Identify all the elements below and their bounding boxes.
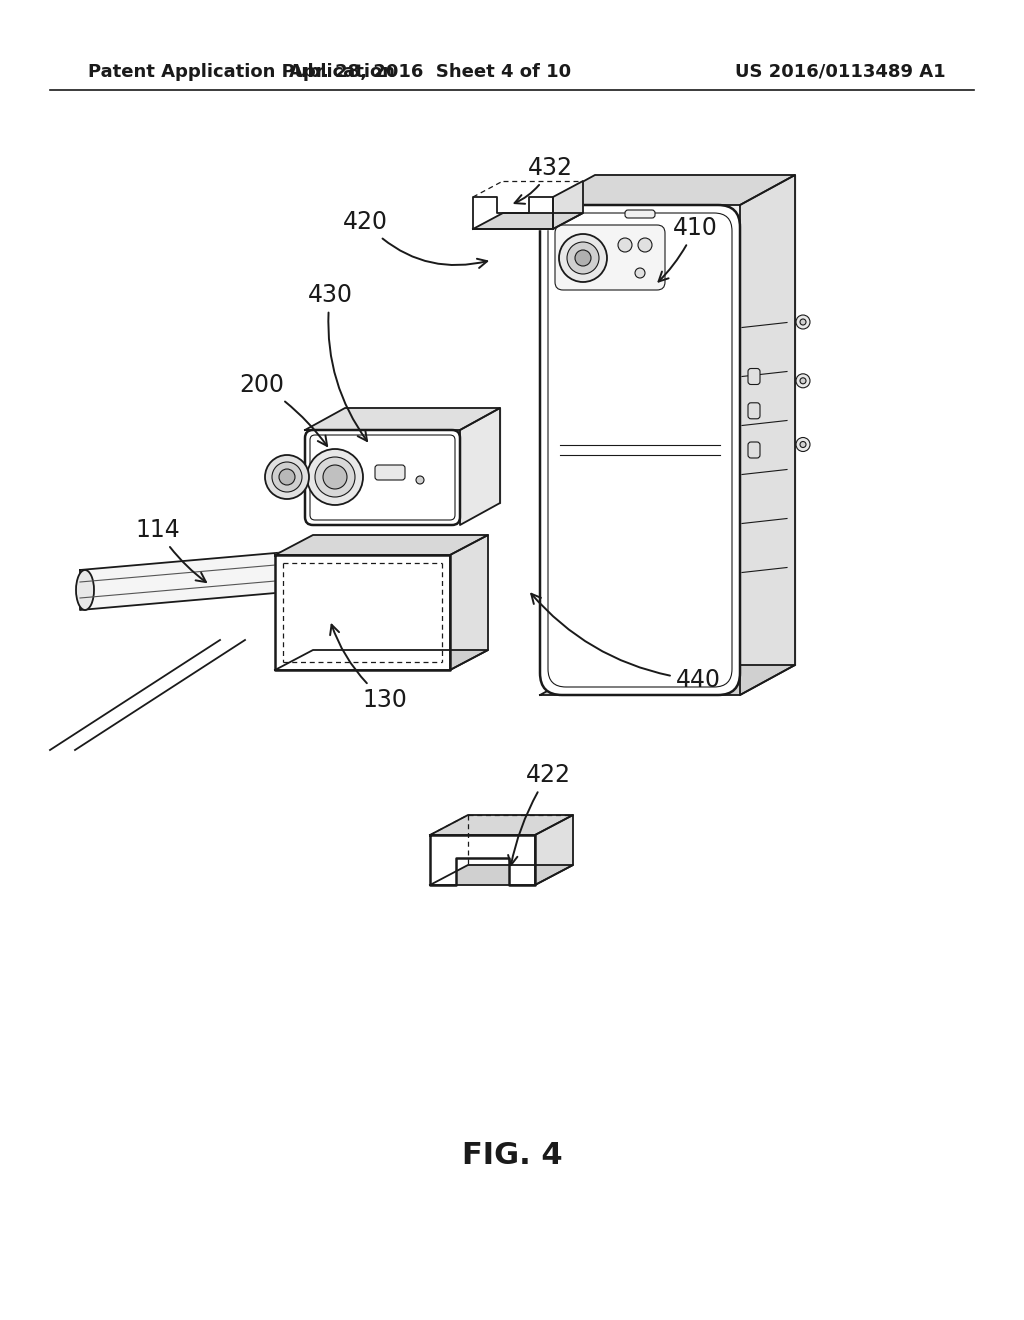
Circle shape	[567, 242, 599, 275]
Circle shape	[416, 477, 424, 484]
Circle shape	[800, 441, 806, 447]
Text: US 2016/0113489 A1: US 2016/0113489 A1	[734, 63, 945, 81]
Circle shape	[800, 319, 806, 325]
Polygon shape	[275, 649, 488, 671]
Polygon shape	[305, 408, 500, 430]
Circle shape	[800, 378, 806, 384]
Polygon shape	[740, 176, 795, 696]
Text: Patent Application Publication: Patent Application Publication	[88, 63, 395, 81]
Circle shape	[635, 268, 645, 279]
Circle shape	[307, 449, 362, 506]
Circle shape	[618, 238, 632, 252]
Polygon shape	[535, 814, 573, 884]
Circle shape	[638, 238, 652, 252]
FancyBboxPatch shape	[748, 403, 760, 418]
FancyBboxPatch shape	[305, 430, 460, 525]
Polygon shape	[540, 176, 795, 205]
Circle shape	[279, 469, 295, 484]
Polygon shape	[473, 197, 553, 228]
FancyBboxPatch shape	[748, 442, 760, 458]
Polygon shape	[275, 554, 450, 671]
Text: 422: 422	[508, 763, 570, 865]
Text: 114: 114	[135, 517, 206, 582]
Polygon shape	[430, 814, 573, 836]
Polygon shape	[80, 550, 310, 610]
Text: 432: 432	[515, 156, 572, 203]
Circle shape	[796, 315, 810, 329]
Text: 430: 430	[307, 282, 367, 441]
Polygon shape	[553, 181, 583, 228]
Polygon shape	[595, 176, 795, 665]
Polygon shape	[430, 836, 535, 884]
Text: 420: 420	[342, 210, 487, 268]
Polygon shape	[460, 408, 500, 525]
Polygon shape	[345, 408, 500, 503]
Circle shape	[575, 249, 591, 267]
Text: Apr. 28, 2016  Sheet 4 of 10: Apr. 28, 2016 Sheet 4 of 10	[289, 63, 571, 81]
Circle shape	[796, 374, 810, 388]
Polygon shape	[430, 865, 573, 884]
Polygon shape	[275, 535, 488, 554]
Polygon shape	[540, 665, 795, 696]
Text: 440: 440	[531, 594, 721, 692]
Circle shape	[265, 455, 309, 499]
Circle shape	[272, 462, 302, 492]
FancyBboxPatch shape	[540, 205, 740, 696]
Circle shape	[323, 465, 347, 488]
Polygon shape	[473, 213, 583, 228]
FancyBboxPatch shape	[625, 210, 655, 218]
Text: 130: 130	[330, 624, 408, 711]
Circle shape	[315, 457, 355, 498]
FancyBboxPatch shape	[748, 368, 760, 384]
Circle shape	[796, 437, 810, 451]
Ellipse shape	[76, 570, 94, 610]
Text: FIG. 4: FIG. 4	[462, 1140, 562, 1170]
FancyBboxPatch shape	[555, 224, 665, 290]
Circle shape	[559, 234, 607, 282]
Text: 410: 410	[658, 216, 718, 281]
Text: 200: 200	[240, 374, 327, 446]
Polygon shape	[450, 535, 488, 671]
FancyBboxPatch shape	[375, 465, 406, 480]
